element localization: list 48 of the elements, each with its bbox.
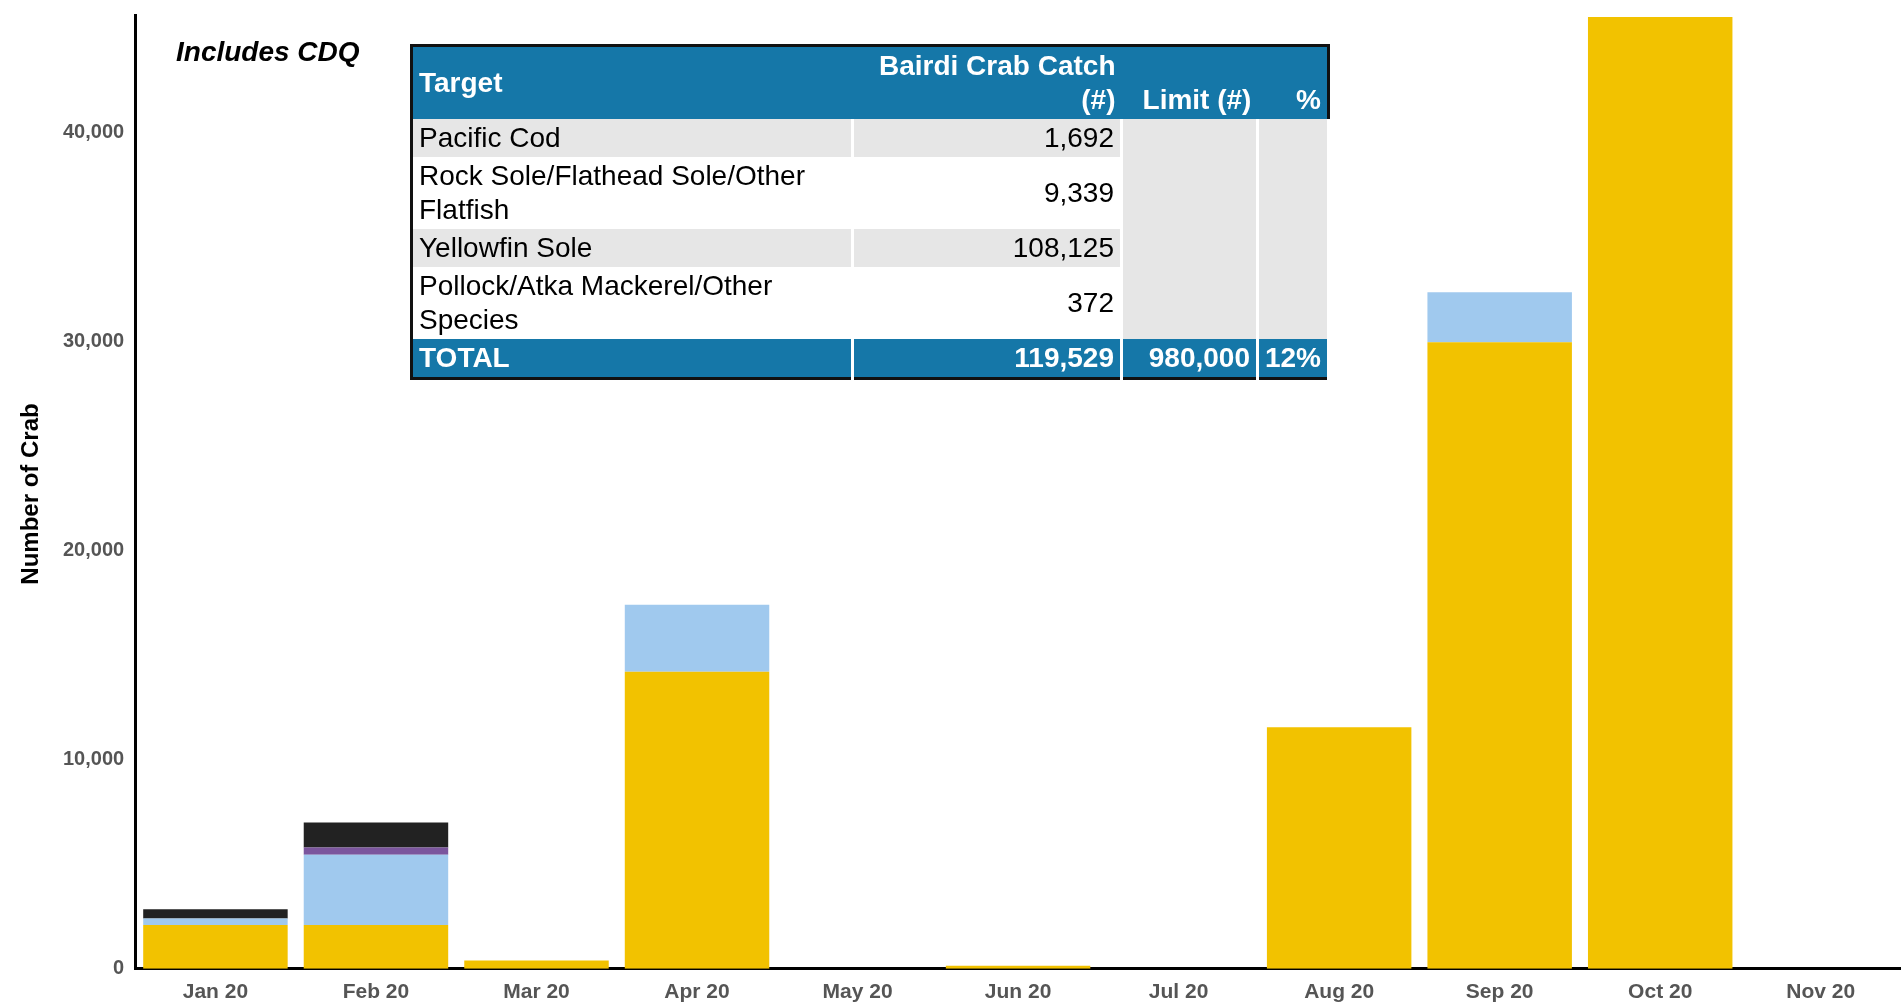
- category-label: Pacific Cod: [411, 119, 853, 157]
- bar: [303, 854, 449, 925]
- x-tick-label: Sep 20: [1465, 979, 1534, 1003]
- bar: [624, 671, 770, 969]
- bar: [624, 604, 770, 672]
- bar: [303, 924, 449, 969]
- bar: [1266, 727, 1412, 969]
- bar: [303, 847, 449, 855]
- x-tick-label: Aug 20: [1304, 979, 1375, 1003]
- series-label: Bairdi Crab Catch (#): [852, 45, 1122, 119]
- x-tick-label: Mar 20: [503, 979, 570, 1003]
- x-tick-label: May 20: [822, 979, 893, 1003]
- data-label: 372: [852, 267, 1122, 339]
- y-tick-label: 20,000: [63, 537, 125, 560]
- x-tick-label: Jan 20: [182, 979, 249, 1003]
- y-axis-title: Number of Crab: [16, 402, 44, 587]
- bar: [143, 909, 288, 919]
- x-tick-label: Feb 20: [342, 979, 410, 1003]
- annotation: Includes CDQ: [176, 36, 360, 68]
- data-label: 1,692: [852, 119, 1122, 157]
- y-tick-label: 30,000: [63, 328, 125, 351]
- text: Target: [411, 45, 853, 119]
- bar: [1427, 292, 1572, 343]
- category-label: Pollock/Atka Mackerel/Other Species: [411, 267, 853, 339]
- data-label: 9,339: [852, 157, 1122, 229]
- bar: [1587, 17, 1733, 969]
- bar: [143, 918, 288, 925]
- bar: [143, 924, 288, 969]
- y-tick-label: 0: [113, 956, 125, 979]
- text: Limit (#): [1121, 45, 1258, 119]
- x-tick-label: Nov 20: [1786, 979, 1856, 1003]
- bar: [1427, 342, 1572, 969]
- x-tick-label: Oct 20: [1628, 979, 1693, 1003]
- category-label: Rock Sole/Flathead Sole/Other Flatfish: [411, 157, 853, 229]
- y-tick-label: 10,000: [63, 747, 125, 770]
- x-tick-label: Apr 20: [664, 979, 730, 1003]
- y-tick-label: 40,000: [63, 119, 125, 142]
- data-label: 119,529: [852, 339, 1122, 379]
- data-label: 108,125: [852, 229, 1122, 267]
- category-label: TOTAL: [411, 339, 853, 379]
- data-label: 12%: [1257, 339, 1329, 379]
- bar: [464, 960, 609, 969]
- data-label: 980,000: [1121, 339, 1258, 379]
- x-tick-label: Jul 20: [1148, 979, 1209, 1003]
- x-tick-label: Jun 20: [984, 979, 1052, 1003]
- bar: [303, 822, 449, 848]
- category-label: Yellowfin Sole: [411, 229, 853, 267]
- text: %: [1257, 45, 1329, 119]
